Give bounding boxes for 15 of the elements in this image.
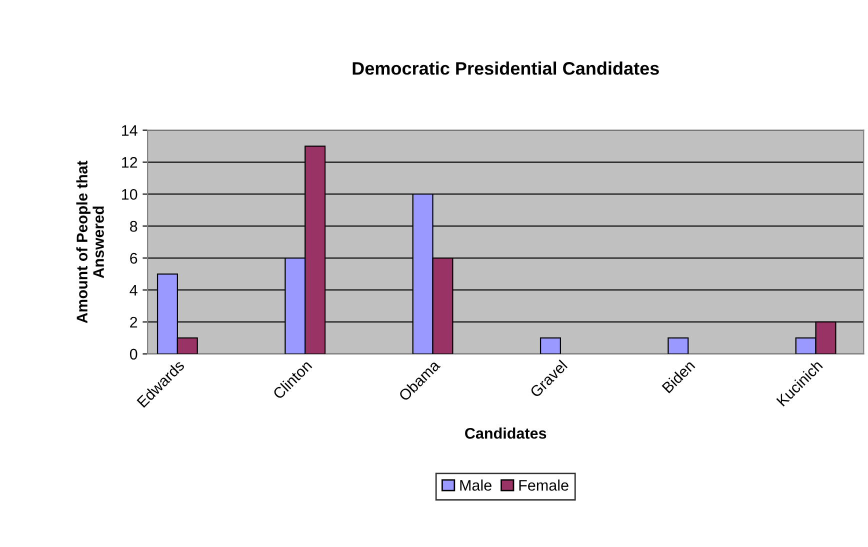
y-tick-label: 14 (122, 125, 138, 136)
y-tick-label: 4 (130, 285, 138, 296)
bar (540, 337, 561, 354)
legend-label: Female (519, 480, 568, 491)
bar (668, 337, 689, 354)
x-axis-title: Candidates (465, 428, 546, 439)
y-tick-label: 10 (122, 188, 138, 200)
y-tick-label: 12 (122, 157, 138, 168)
legend-label: Male (460, 480, 492, 491)
y-axis-title: Amount of People that Answered (76, 160, 104, 324)
y-tick-label: 6 (130, 252, 138, 264)
y-tick-label: 2 (130, 316, 138, 328)
y-tick-label: 8 (130, 220, 138, 232)
chart-title: Democratic Presidential Candidates (352, 62, 659, 75)
y-tick-label: 0 (130, 348, 138, 360)
